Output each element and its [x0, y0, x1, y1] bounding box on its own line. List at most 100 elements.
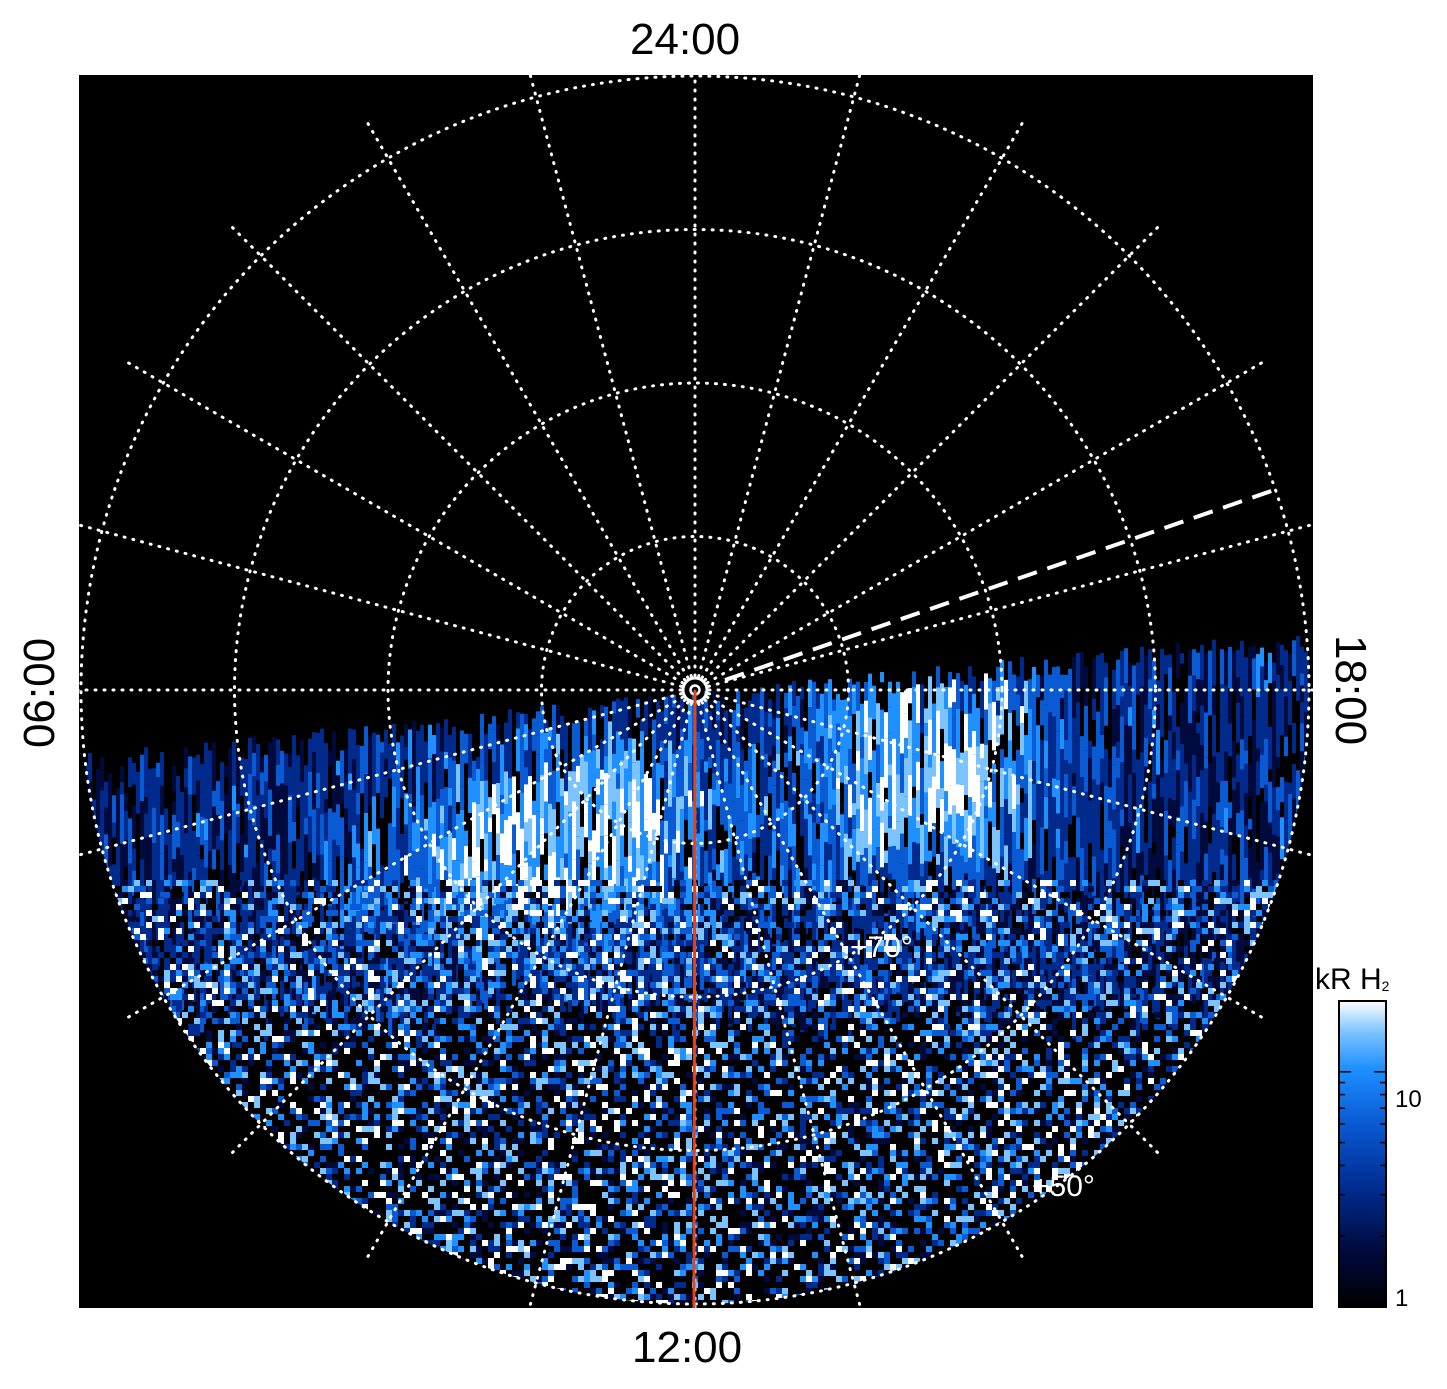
- emission-cell: [458, 958, 464, 964]
- emission-cell: [1252, 645, 1256, 658]
- emission-cell: [1200, 745, 1204, 770]
- emission-cell: [124, 830, 128, 841]
- emission-cell: [1034, 934, 1040, 940]
- emission-cell: [542, 976, 548, 982]
- emission-cell: [752, 934, 758, 940]
- emission-cell: [746, 976, 752, 982]
- emission-cell: [1144, 862, 1148, 875]
- emission-cell: [728, 709, 732, 751]
- emission-cell: [1244, 717, 1248, 751]
- emission-cell: [176, 946, 182, 952]
- emission-cell: [852, 815, 856, 829]
- emission-cell: [734, 922, 740, 928]
- emission-cell: [794, 928, 800, 934]
- emission-cell: [536, 964, 542, 970]
- emission-cell: [1044, 741, 1048, 769]
- emission-cell: [1148, 679, 1152, 709]
- emission-cell: [998, 982, 1004, 988]
- emission-cell: [1172, 838, 1176, 870]
- emission-cell: [920, 904, 926, 910]
- emission-cell: [536, 880, 542, 886]
- emission-cell: [1220, 898, 1226, 904]
- emission-cell: [908, 815, 912, 864]
- emission-cell: [1028, 892, 1034, 898]
- emission-cell: [992, 702, 996, 751]
- emission-cell: [1280, 777, 1284, 802]
- emission-cell: [352, 730, 356, 760]
- emission-cell: [1012, 809, 1016, 832]
- emission-cell: [380, 952, 386, 958]
- emission-cell: [464, 898, 470, 904]
- emission-cell: [1022, 898, 1028, 904]
- emission-cell: [1096, 737, 1100, 785]
- emission-cell: [1202, 916, 1208, 922]
- emission-cell: [386, 916, 392, 922]
- emission-cell: [800, 934, 806, 940]
- emission-cell: [1260, 735, 1264, 755]
- emission-cell: [914, 886, 920, 892]
- emission-cell: [1116, 742, 1120, 758]
- emission-cell: [1220, 922, 1226, 928]
- emission-cell: [420, 795, 424, 832]
- emission-cell: [884, 851, 888, 864]
- emission-cell: [458, 952, 464, 958]
- emission-cell: [332, 892, 338, 898]
- emission-cell: [204, 787, 208, 800]
- emission-cell: [224, 892, 230, 898]
- emission-cell: [1128, 662, 1132, 686]
- emission-cell: [1208, 843, 1212, 884]
- emission-cell: [260, 946, 266, 952]
- emission-cell: [244, 857, 248, 881]
- emission-cell: [800, 964, 806, 970]
- emission-cell: [638, 940, 644, 946]
- emission-cell: [908, 970, 914, 976]
- emission-cell: [230, 982, 236, 988]
- emission-cell: [1226, 940, 1232, 946]
- emission-cell: [170, 982, 176, 988]
- emission-cell: [272, 970, 278, 976]
- emission-cell: [336, 761, 340, 776]
- emission-cell: [260, 988, 266, 994]
- emission-cell: [260, 807, 264, 840]
- emission-cell: [680, 796, 684, 809]
- emission-cell: [744, 771, 748, 811]
- emission-cell: [984, 818, 988, 858]
- emission-cell: [364, 863, 368, 891]
- emission-cell: [398, 898, 404, 904]
- emission-cell: [470, 880, 476, 886]
- emission-cell: [888, 682, 892, 708]
- emission-cell: [218, 952, 224, 958]
- emission-cell: [560, 904, 566, 910]
- emission-cell: [260, 964, 266, 970]
- emission-cell: [196, 813, 200, 837]
- emission-cell: [628, 750, 632, 770]
- emission-cell: [740, 952, 746, 958]
- emission-cell: [1188, 676, 1192, 723]
- emission-cell: [716, 892, 722, 898]
- emission-cell: [908, 910, 914, 916]
- emission-cell: [224, 904, 230, 910]
- emission-cell: [278, 964, 284, 970]
- emission-cell: [926, 880, 932, 886]
- emission-cell: [332, 982, 338, 988]
- emission-cell: [638, 916, 644, 922]
- emission-cell: [100, 790, 104, 812]
- emission-cell: [944, 709, 948, 743]
- emission-cell: [1140, 647, 1144, 687]
- emission-cell: [1262, 898, 1268, 904]
- emission-cell: [158, 898, 164, 904]
- emission-cell: [188, 970, 194, 976]
- emission-cell: [350, 970, 356, 976]
- emission-cell: [808, 770, 812, 804]
- emission-cell: [1180, 703, 1184, 744]
- emission-cell: [212, 952, 218, 958]
- emission-cell: [794, 934, 800, 940]
- emission-cell: [424, 877, 428, 889]
- emission-cell: [326, 952, 332, 958]
- emission-cell: [908, 749, 912, 775]
- emission-cell: [746, 958, 752, 964]
- emission-cell: [806, 910, 812, 916]
- emission-cell: [494, 940, 500, 946]
- emission-cell: [1276, 811, 1280, 837]
- emission-cell: [1142, 880, 1148, 886]
